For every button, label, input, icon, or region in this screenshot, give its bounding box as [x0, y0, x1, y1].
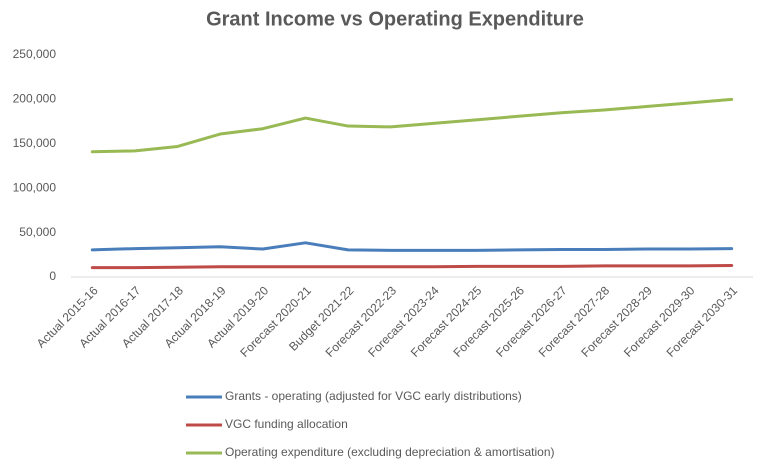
- y-tick-label: 50,000: [19, 225, 56, 239]
- y-tick-label: 250,000: [13, 47, 57, 61]
- series-line: [90, 263, 734, 270]
- legend-label: Operating expenditure (excluding depreci…: [225, 445, 555, 459]
- legend-label: VGC funding allocation: [225, 417, 348, 431]
- y-tick-label: 0: [49, 269, 56, 283]
- y-tick-label: 100,000: [13, 180, 57, 194]
- series-line: [90, 241, 734, 252]
- chart-title: Grant Income vs Operating Expenditure: [206, 8, 584, 30]
- legend-label: Grants - operating (adjusted for VGC ear…: [225, 389, 522, 403]
- series-line: [90, 97, 734, 154]
- y-tick-label: 150,000: [13, 136, 57, 150]
- y-tick-label: 200,000: [13, 92, 57, 106]
